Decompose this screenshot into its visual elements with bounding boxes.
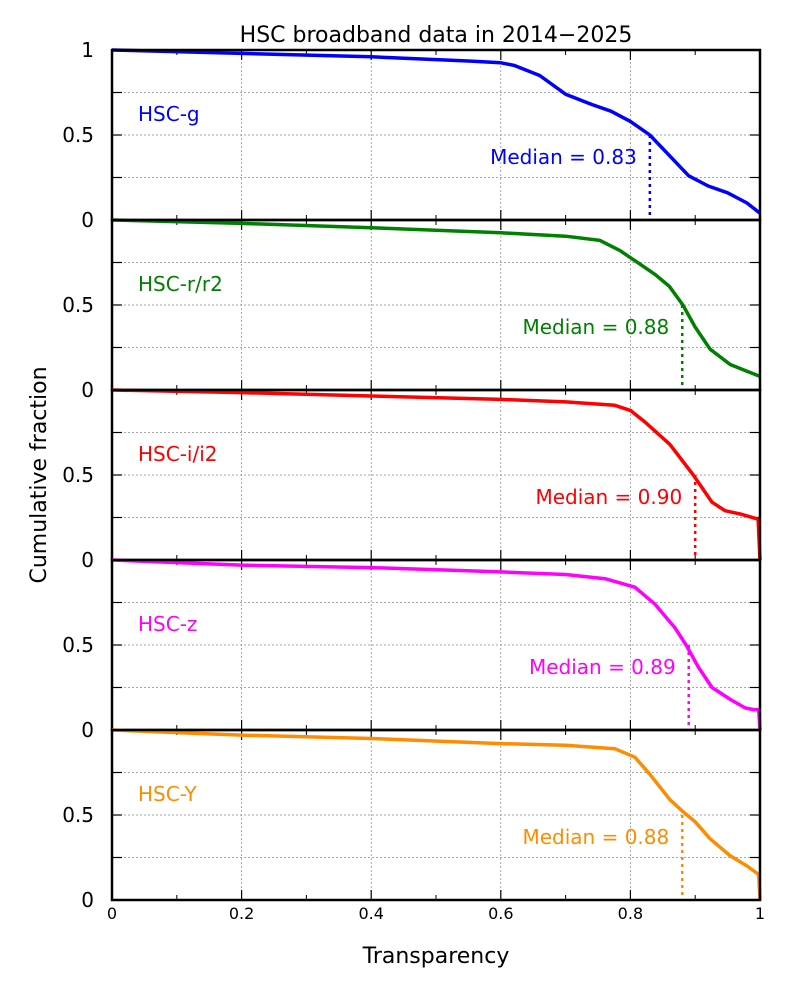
median-label: Median = 0.89 [529, 655, 676, 679]
x-tick-label: 0.8 [618, 904, 643, 923]
series-label: HSC-r/r2 [138, 272, 223, 296]
series-label: HSC-Y [138, 782, 198, 806]
y-tick-label: 0 [81, 378, 94, 402]
series-line [111, 728, 762, 901]
panel-hsc-g: 0 0.5 1 HSC-g Median = 0.83 [62, 38, 762, 232]
y-tick-label: 0.5 [62, 463, 94, 487]
panel-frame [110, 728, 762, 902]
y-tick-label: 0.5 [62, 123, 94, 147]
series-label: HSC-g [138, 102, 200, 126]
x-tick-label: 0.4 [358, 904, 383, 923]
x-tick-label: 1 [755, 904, 765, 923]
y-tick-label: 0 [81, 548, 94, 572]
x-tick-labels: 0 0.2 0.4 0.6 0.8 1 [107, 904, 765, 923]
y-tick-label: 1 [81, 38, 94, 62]
series-line [111, 388, 762, 561]
x-axis-label: Transparency [362, 944, 510, 969]
panel-hsc-y: 0 0.5 HSC-Y Median = 0.88 [62, 728, 762, 912]
series-label: HSC-i/i2 [138, 442, 218, 466]
panel-hsc-r-r2: 0 0.5 HSC-r/r2 Median = 0.88 [62, 218, 762, 402]
series-line [111, 218, 761, 379]
median-label: Median = 0.88 [522, 825, 669, 849]
chart-title: HSC broadband data in 2014−2025 [240, 23, 633, 48]
panel-hsc-z: 0 0.5 HSC-z Median = 0.89 [62, 558, 762, 742]
panels-group: 0 0.5 1 HSC-g Median = 0.83 0 0.5 HSC-r/r2 Media… [62, 38, 762, 912]
y-tick-label: 0 [81, 718, 94, 742]
x-tick-label: 0.6 [488, 904, 513, 923]
panel-hsc-i-i2: 0 0.5 HSC-i/i2 Median = 0.90 [62, 388, 762, 572]
median-label: Median = 0.90 [535, 485, 682, 509]
x-tick-label: 0 [107, 904, 117, 923]
series-line [111, 558, 762, 731]
median-label: Median = 0.83 [490, 145, 637, 169]
y-tick-label: 0.5 [62, 633, 94, 657]
y-tick-label: 0 [81, 888, 94, 912]
y-tick-label: 0 [81, 208, 94, 232]
x-tick-label: 0.2 [229, 904, 254, 923]
y-axis-label: Cumulative fraction [27, 366, 52, 583]
series-label: HSC-z [138, 612, 197, 636]
median-label: Median = 0.88 [522, 315, 669, 339]
series-line [111, 48, 762, 215]
y-tick-label: 0.5 [62, 293, 94, 317]
y-tick-label: 0.5 [62, 803, 94, 827]
